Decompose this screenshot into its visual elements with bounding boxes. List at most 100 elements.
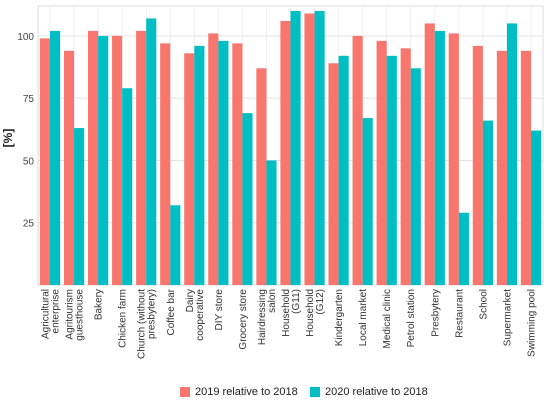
x-tick-label: Local market	[358, 289, 369, 346]
bar-2020	[482, 120, 493, 285]
bar-2020	[338, 55, 349, 286]
legend: 2019 relative to 2018 2020 relative to 2…	[150, 384, 450, 400]
bar-2020	[458, 212, 469, 285]
bar-2019	[232, 43, 243, 285]
x-tick-label: Household(G11)	[281, 289, 302, 337]
bar-2020	[386, 55, 397, 286]
svg-text:Medical clinic: Medical clinic	[382, 289, 393, 348]
bar-2019	[472, 45, 483, 285]
x-tick-label: Agriculturalenterprise	[41, 289, 62, 339]
legend-item-2019: 2019 relative to 2018	[180, 384, 298, 400]
bar-2020	[362, 118, 373, 286]
x-tick-label: Agritourismguesthouse	[65, 289, 86, 341]
x-tick-label: Medical clinic	[382, 289, 393, 348]
bar-2020	[146, 18, 157, 286]
legend-swatch-2019	[180, 387, 190, 397]
legend-label-2020: 2020 relative to 2018	[325, 386, 428, 398]
x-axis: Agriculturalenterprise Agritourismguestho…	[41, 288, 538, 359]
bar-2019	[352, 35, 363, 286]
bar-2019	[496, 50, 507, 285]
bar-2019	[136, 30, 147, 285]
bar-2019	[208, 33, 219, 285]
x-tick-label: Dairycooperative	[185, 289, 206, 341]
svg-text:Grocery store: Grocery store	[238, 289, 249, 350]
svg-text:Agriculturalenterprise: Agriculturalenterprise	[41, 289, 62, 339]
bar-2020	[410, 68, 421, 285]
bars-group	[39, 10, 542, 286]
bar-2020	[170, 205, 181, 285]
bar-2019	[424, 23, 435, 285]
y-tick-label: 100	[17, 32, 34, 43]
bar-2019	[448, 33, 459, 285]
svg-text:Petrol station: Petrol station	[406, 289, 417, 347]
x-tick-label: Swimming pool	[526, 289, 537, 357]
bar-2019	[520, 50, 531, 285]
bar-2020	[122, 88, 133, 286]
bar-2020	[434, 30, 445, 285]
bar-2019	[376, 40, 387, 285]
bar-2020	[266, 160, 277, 285]
bar-2019	[184, 53, 195, 286]
svg-text:Household(G12): Household(G12)	[305, 289, 326, 337]
bar-2019	[280, 20, 291, 285]
svg-text:Coffee bar: Coffee bar	[166, 288, 177, 335]
x-tick-label: Petrol station	[406, 289, 417, 347]
bar-2020	[194, 45, 205, 285]
bar-2019	[160, 43, 171, 285]
svg-text:Agritourismguesthouse: Agritourismguesthouse	[65, 289, 86, 341]
x-tick-label: Chicken farm	[118, 289, 129, 348]
svg-text:Chicken farm: Chicken farm	[118, 289, 129, 348]
bar-2019	[39, 38, 51, 286]
y-tick-label: 25	[23, 219, 35, 230]
x-tick-label: Hairdressingsalon	[257, 289, 278, 345]
bar-2020	[314, 10, 325, 285]
y-axis: 25 50 75 100	[17, 32, 34, 230]
bar-2020	[242, 113, 253, 285]
svg-text:Supermarket: Supermarket	[502, 289, 513, 346]
svg-text:Church (withoutpresbytery): Church (withoutpresbytery)	[137, 289, 158, 359]
svg-text:Presbytery: Presbytery	[430, 289, 441, 337]
y-tick-label: 75	[23, 94, 35, 105]
y-axis-label: [%]	[1, 129, 15, 148]
x-tick-label: Bakery	[94, 289, 105, 320]
x-tick-label: DIY store	[214, 289, 225, 331]
x-tick-label: Church (withoutpresbytery)	[137, 289, 158, 359]
x-tick-label: Coffee bar	[166, 288, 177, 335]
svg-text:Hairdressingsalon: Hairdressingsalon	[257, 289, 278, 345]
x-tick-label: Restaurant	[454, 289, 465, 338]
legend-swatch-2020	[310, 387, 320, 397]
y-tick-label: 50	[23, 156, 35, 167]
svg-text:Swimming pool: Swimming pool	[526, 289, 537, 357]
bar-2019	[88, 30, 99, 285]
svg-text:Restaurant: Restaurant	[454, 289, 465, 338]
bar-2020	[506, 23, 518, 285]
bar-2020	[98, 35, 109, 286]
bar-2020	[530, 130, 542, 285]
bar-2020	[50, 30, 61, 285]
x-tick-label: Household(G12)	[305, 289, 326, 337]
svg-text:Bakery: Bakery	[94, 289, 105, 320]
legend-label-2019: 2019 relative to 2018	[195, 386, 298, 398]
svg-text:Local market: Local market	[358, 289, 369, 346]
bar-2019	[63, 50, 75, 285]
svg-text:DIY store: DIY store	[214, 289, 225, 331]
bar-2019	[112, 35, 123, 286]
x-tick-label: Kindergarten	[334, 289, 345, 346]
bar-2019	[400, 48, 411, 286]
bar-2019	[304, 13, 315, 286]
x-tick-label: Supermarket	[502, 289, 513, 346]
x-tick-label: Grocery store	[238, 289, 249, 350]
x-tick-label: Presbytery	[430, 289, 441, 337]
svg-text:Household(G11): Household(G11)	[281, 289, 302, 337]
bar-2020	[74, 128, 85, 285]
svg-text:Dairycooperative: Dairycooperative	[185, 289, 206, 341]
bar-2020	[290, 10, 301, 285]
legend-item-2020: 2020 relative to 2018	[310, 384, 428, 400]
bar-2020	[218, 40, 229, 285]
bar-2019	[328, 63, 339, 285]
bar-2019	[256, 68, 267, 285]
x-tick-label: School	[478, 289, 489, 320]
svg-text:Kindergarten: Kindergarten	[334, 289, 345, 346]
svg-text:School: School	[478, 289, 489, 320]
